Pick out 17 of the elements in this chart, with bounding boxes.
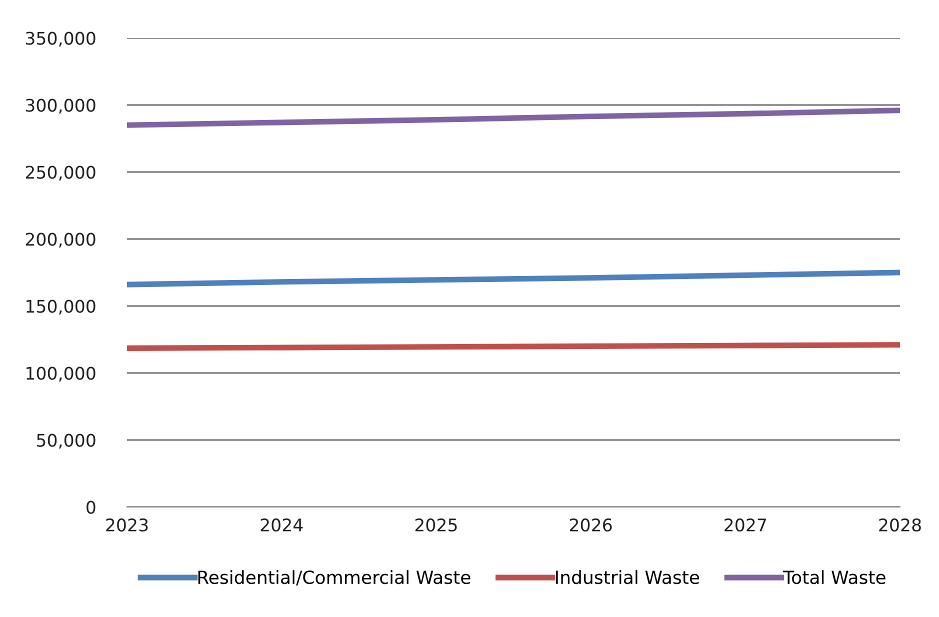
legend-label: Industrial Waste	[556, 570, 700, 584]
x-tick-label: 2023	[106, 518, 148, 532]
legend-label: Residential/Commercial Waste	[198, 570, 470, 586]
y-tick-label: 150,000	[26, 300, 96, 315]
y-tick-label: 300,000	[26, 98, 96, 114]
x-tick-label: 2024	[260, 518, 303, 532]
y-tick-label: 200,000	[26, 232, 96, 248]
y-tick-label: 250,000	[26, 166, 96, 181]
y-tick-label: 100,000	[26, 366, 96, 382]
y-tick-label: 350,000	[26, 32, 96, 47]
x-tick-label: 2025	[415, 518, 457, 532]
legend-label: Total Waste	[783, 570, 886, 584]
x-tick-label: 2027	[724, 518, 766, 532]
y-tick-label: 0	[86, 500, 96, 514]
x-tick-label: 2028	[879, 518, 921, 532]
x-tick-label: 2026	[570, 518, 612, 532]
y-tick-label: 50,000	[37, 434, 96, 449]
